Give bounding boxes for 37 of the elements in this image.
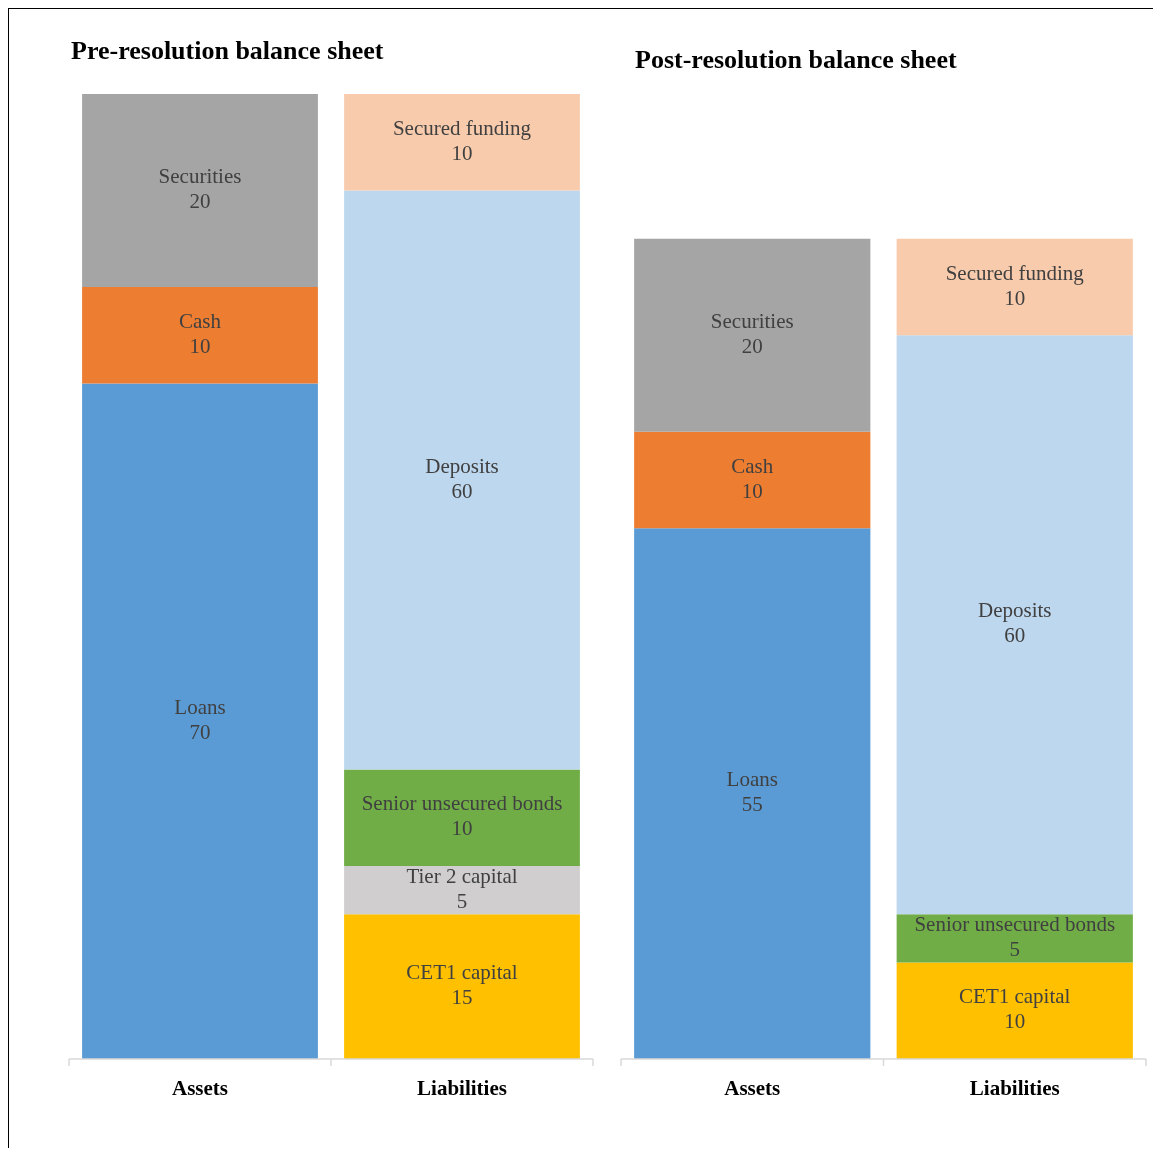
data-label: 10 — [451, 140, 473, 165]
series-label: Senior unsecured bonds — [914, 911, 1116, 936]
x-tick-label: Liabilities — [417, 1076, 507, 1100]
data-label: 20 — [741, 333, 763, 358]
data-label: 10 — [1004, 1009, 1026, 1034]
data-label: 60 — [1004, 623, 1026, 648]
chart-title: Post-resolution balance sheet — [635, 45, 957, 74]
series-label: Secured funding — [945, 260, 1085, 285]
x-tick-label: Assets — [724, 1076, 781, 1100]
series-label: Loans — [726, 766, 778, 791]
series-label: CET1 capital — [959, 984, 1071, 1009]
data-label: 10 — [741, 478, 763, 503]
series-label: CET1 capital — [406, 959, 518, 984]
data-label: 10 — [1004, 285, 1026, 310]
x-tick-label: Assets — [172, 1076, 228, 1100]
data-label: 5 — [456, 888, 468, 913]
data-label: 10 — [189, 333, 211, 358]
series-label: Tier 2 capital — [406, 863, 518, 888]
series-label: Senior unsecured bonds — [361, 791, 563, 816]
chart-title: Pre-resolution balance sheet — [71, 36, 384, 65]
series-label: Loans — [174, 694, 226, 719]
series-label: Securities — [158, 163, 242, 188]
data-label: 60 — [451, 478, 473, 503]
x-tick-label: Liabilities — [969, 1076, 1060, 1100]
series-label: Secured funding — [392, 115, 532, 140]
series-label: Cash — [179, 308, 222, 333]
data-label: 15 — [451, 984, 473, 1009]
data-label: 55 — [741, 791, 763, 816]
data-label: 5 — [1009, 936, 1020, 961]
page-frame: Pre-resolution balance sheet Loans 70 Cash 10 Securities 20 CET1 capital 15 Tier 2 capital 5 Senior unsecured bonds 10 Deposits 60 Secured funding 10 Assets Liabilities Post-resolution balance sheet Loans 55 Cash 10 Securities 20 CET1 capital 10 Senior unsecured bonds 5 Deposits 60 Secured funding 10 Assets Liabilities — [8, 8, 1153, 1148]
series-label: Securities — [710, 308, 794, 333]
series-label: Deposits — [425, 453, 499, 478]
data-label: 70 — [189, 719, 211, 744]
data-label: 20 — [189, 188, 211, 213]
data-label: 10 — [451, 816, 473, 841]
series-label: Cash — [731, 453, 774, 478]
series-label: Deposits — [978, 598, 1052, 623]
